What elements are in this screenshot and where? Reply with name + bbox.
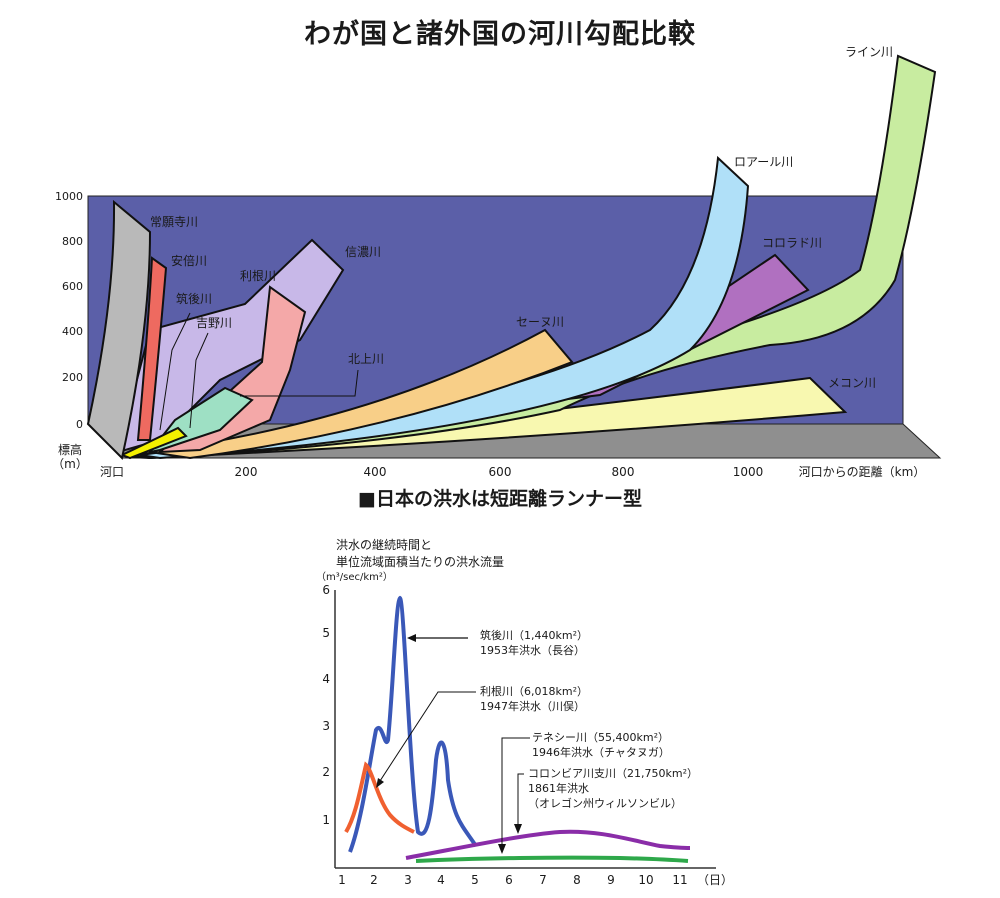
chikugo-leader-line [159,312,191,431]
joganji-river-band [86,199,152,461]
annotation-tennessee: テネシー川（55,400km²） 1946年洪水（チャタヌガ） [532,731,670,759]
svg-text:1: 1 [322,813,330,827]
svg-text:9: 9 [607,873,615,887]
seine-river-band [149,328,574,460]
svg-text:200: 200 [235,465,258,479]
chart1-x-ticks: 200 400 600 800 1000 [235,465,764,479]
svg-text:1000: 1000 [733,465,764,479]
svg-text:5: 5 [322,626,330,640]
chart1-y-ticks: 1000 800 600 400 200 0 [55,190,83,431]
svg-text:200: 200 [62,371,83,384]
svg-text:4: 4 [437,873,445,887]
annotation-chikugo: 筑後川（1,440km²） 1953年洪水（長谷） [480,629,588,657]
svg-text:安倍川: 安倍川 [171,253,207,268]
svg-text:ロアール川: ロアール川 [734,155,793,169]
svg-text:常願寺川: 常願寺川 [150,215,198,229]
origin-label: 河口 [100,465,124,479]
svg-text:（日）: （日） [697,873,733,887]
tone-flood-line [344,761,415,834]
chikugo-flood-line [348,595,478,853]
chart2-unit: （m³/sec/km²） [316,572,393,583]
svg-text:利根川: 利根川 [240,269,276,283]
kitakami-leader-line [240,369,359,397]
svg-text:メコン川: メコン川 [828,376,876,390]
yoshino-leader-line [189,332,209,429]
chart2-y-ticks: 6 5 4 3 2 1 [322,583,330,827]
svg-text:2: 2 [322,765,330,779]
x-axis-label: 河口からの距離（km） [799,465,926,479]
svg-text:ライン川: ライン川 [845,45,893,59]
svg-text:8: 8 [573,873,581,887]
svg-text:5: 5 [471,873,479,887]
svg-text:800: 800 [62,235,83,248]
svg-text:10: 10 [638,873,653,887]
svg-text:6: 6 [505,873,513,887]
svg-text:600: 600 [62,280,83,293]
y-axis-label: 標高 [58,442,82,457]
svg-text:6: 6 [322,583,330,597]
chikugo-river-band [119,426,188,460]
y-axis-unit: （m） [52,457,88,471]
svg-text:北上川: 北上川 [348,352,384,366]
annotation-tone: 利根川（6,018km²） 1947年洪水（川俣） [480,685,588,713]
flood-duration-chart: 6 5 4 3 2 1 1 2 3 4 5 6 7 8 9 10 11 （日） [322,583,733,887]
svg-text:3: 3 [404,873,412,887]
svg-text:0: 0 [76,418,83,431]
section-subtitle: ■日本の洪水は短距離ランナー型 [358,488,642,510]
river-labels: 常願寺川 安倍川 筑後川 吉野川 利根川 信濃川 北上川 セーヌ川 ロアール川 … [150,45,893,390]
svg-text:400: 400 [364,465,387,479]
svg-text:400: 400 [62,325,83,338]
svg-text:11: 11 [672,873,687,887]
svg-text:4: 4 [322,672,330,686]
svg-text:コロラド川: コロラド川 [762,236,822,250]
abe-river-band [136,256,168,441]
tennessee-flood-line [405,829,691,860]
svg-text:吉野川: 吉野川 [196,316,232,330]
svg-text:3: 3 [322,719,330,733]
svg-text:800: 800 [612,465,635,479]
svg-text:セーヌ川: セーヌ川 [516,315,564,329]
chart2-heading-line2: 単位流域面積当たりの洪水流量 [336,555,505,569]
tone-river-band [157,285,307,454]
annotation-columbia: コロンビア川支川（21,750km²） 1861年洪水 （オレゴン州ウィルソンビル） [528,767,698,810]
chart2-heading-line1: 洪水の継続時間と [336,538,433,552]
svg-text:1000: 1000 [55,190,83,203]
svg-text:7: 7 [539,873,547,887]
chart2-x-ticks: 1 2 3 4 5 6 7 8 9 10 11 [338,873,687,887]
columbia-flood-line [415,855,689,863]
svg-text:600: 600 [489,465,512,479]
svg-text:1: 1 [338,873,346,887]
page-title: わが国と諸外国の河川勾配比較 [304,19,696,50]
svg-text:筑後川: 筑後川 [176,291,212,306]
svg-text:信濃川: 信濃川 [345,245,381,259]
svg-text:2: 2 [370,873,378,887]
